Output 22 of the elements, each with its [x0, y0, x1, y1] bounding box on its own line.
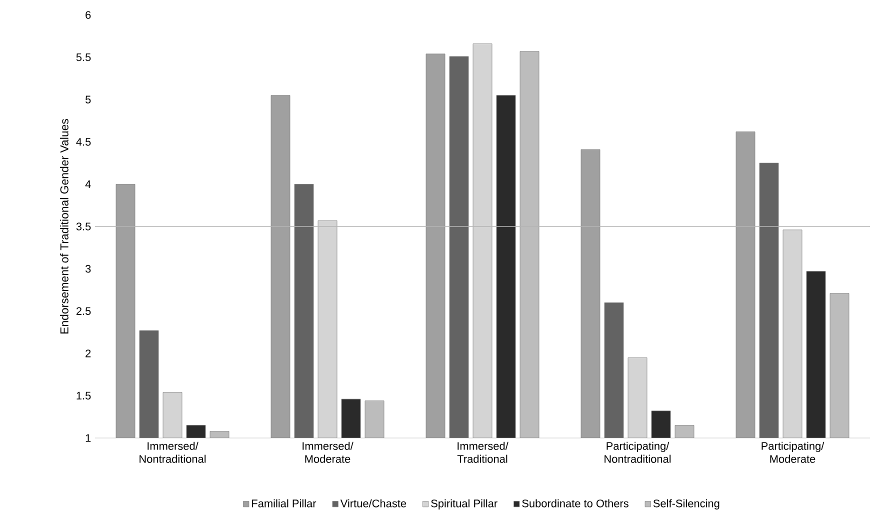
y-tick-label: 4.5 — [76, 138, 91, 146]
y-tick-label: 1 — [86, 434, 91, 442]
x-tick-label: Participating/ Nontraditional — [604, 442, 671, 463]
y-tick-label: 3 — [85, 264, 91, 273]
y-tick-label: 4 — [85, 180, 91, 188]
y-tick-label: 5 — [86, 96, 91, 104]
y-tick-label: 1.5 — [76, 392, 91, 400]
x-tick-label: Immersed/ Moderate — [302, 442, 354, 463]
y-tick-label: 2.5 — [76, 307, 91, 315]
y-tick-label: 3.5 — [76, 222, 91, 230]
y-tick-label: 2 — [86, 350, 91, 358]
legend-label: Subordinate to Others — [522, 499, 628, 508]
legend-label: Self-Silencing — [653, 499, 720, 510]
y-tick-label: 5.5 — [76, 53, 91, 62]
legend-label: Spiritual Pillar — [431, 499, 498, 510]
legend-label: Familial Pillar — [252, 499, 316, 508]
legend-label: Virtue/Chaste — [340, 499, 406, 508]
x-tick-label: Immersed/ Traditional — [457, 442, 508, 463]
x-tick-label: Participating/ Moderate — [762, 442, 824, 463]
x-tick-label: Immersed/ Nontraditional — [140, 442, 206, 463]
y-tick-label: 6 — [86, 11, 91, 19]
y-axis-title: Endorsement of Traditional Gender Values — [60, 118, 68, 334]
